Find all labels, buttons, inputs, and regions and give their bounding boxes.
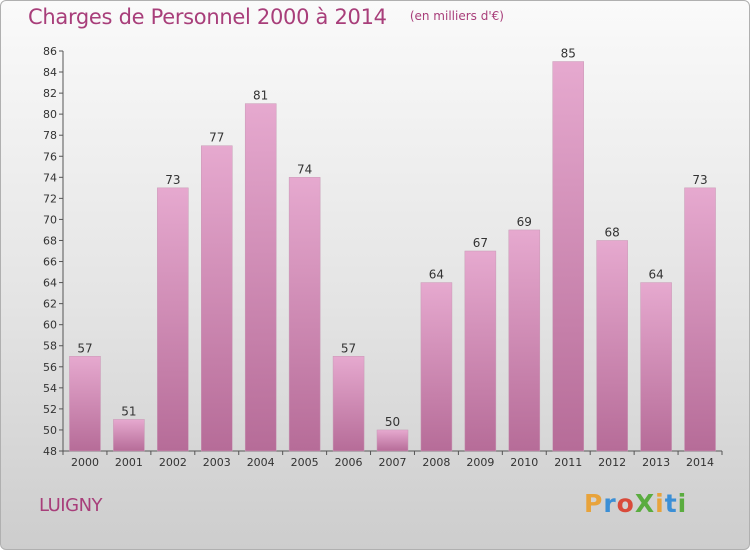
data-label: 73 xyxy=(165,173,180,187)
data-label: 64 xyxy=(648,268,663,282)
x-tick-label: 2010 xyxy=(510,456,538,469)
x-tick-label: 2009 xyxy=(466,456,494,469)
bar xyxy=(69,356,101,452)
brand-logo: ProXiti xyxy=(584,489,687,518)
bar xyxy=(420,282,453,452)
data-label: 57 xyxy=(77,341,92,355)
y-tick-label: 64 xyxy=(43,277,57,290)
bar xyxy=(201,145,233,452)
y-tick-label: 80 xyxy=(43,108,57,121)
x-tick-label: 2004 xyxy=(247,456,275,469)
y-tick-label: 74 xyxy=(43,171,57,184)
brand-letter: i xyxy=(677,489,688,518)
y-tick-label: 56 xyxy=(43,361,57,374)
bar xyxy=(244,103,277,452)
y-tick-label: 48 xyxy=(43,445,57,458)
bar xyxy=(640,282,672,452)
y-tick-label: 54 xyxy=(43,382,57,395)
bar xyxy=(332,356,365,452)
bar xyxy=(684,187,716,452)
bar xyxy=(288,177,321,452)
brand-letter: P xyxy=(584,489,604,518)
bar xyxy=(596,240,628,452)
brand-letter: i xyxy=(655,489,665,518)
y-tick-label: 66 xyxy=(43,256,57,269)
y-tick-label: 52 xyxy=(43,403,57,416)
data-label: 69 xyxy=(517,215,532,229)
brand-letter: X xyxy=(634,489,656,518)
chart-subtitle: (en milliers d'€) xyxy=(409,9,504,23)
data-label: 50 xyxy=(385,415,400,429)
y-tick-label: 50 xyxy=(43,424,57,437)
brand-letter: t xyxy=(664,489,678,518)
y-tick-label: 78 xyxy=(43,129,57,142)
x-tick-label: 2001 xyxy=(115,456,143,469)
bar xyxy=(552,61,584,452)
y-tick-label: 70 xyxy=(43,213,57,226)
x-tick-label: 2014 xyxy=(686,456,714,469)
data-label: 81 xyxy=(253,89,268,103)
data-label: 51 xyxy=(121,404,136,418)
chart-title: Charges de Personnel 2000 à 2014 xyxy=(28,5,387,29)
y-tick-label: 72 xyxy=(43,192,57,205)
commune-name: LUIGNY xyxy=(39,495,103,516)
x-tick-label: 2007 xyxy=(379,456,407,469)
bar xyxy=(113,419,145,452)
y-tick-label: 68 xyxy=(43,234,57,247)
x-tick-label: 2012 xyxy=(598,456,626,469)
data-label: 57 xyxy=(341,341,356,355)
y-tick-label: 76 xyxy=(43,150,57,163)
data-label: 85 xyxy=(561,47,576,61)
x-tick-label: 2008 xyxy=(422,456,450,469)
x-tick-label: 2005 xyxy=(291,456,319,469)
y-tick-label: 86 xyxy=(43,45,57,58)
brand-letter: o xyxy=(616,489,635,518)
y-tick-label: 60 xyxy=(43,319,57,332)
data-label: 64 xyxy=(429,268,444,282)
data-label: 73 xyxy=(692,173,707,187)
y-tick-label: 62 xyxy=(43,298,57,311)
x-tick-label: 2006 xyxy=(335,456,363,469)
data-label: 68 xyxy=(605,225,620,239)
x-tick-label: 2003 xyxy=(203,456,231,469)
brand-letter: r xyxy=(603,489,617,518)
y-tick-label: 84 xyxy=(43,66,57,79)
bar xyxy=(464,250,497,452)
x-tick-label: 2000 xyxy=(71,456,99,469)
title-row: Charges de Personnel 2000 à 2014 (en mil… xyxy=(28,5,504,29)
y-tick-label: 82 xyxy=(43,87,57,100)
data-label: 77 xyxy=(209,131,224,145)
data-label: 74 xyxy=(297,162,312,176)
data-label: 67 xyxy=(473,236,488,250)
x-tick-label: 2002 xyxy=(159,456,187,469)
x-tick-label: 2011 xyxy=(554,456,582,469)
bar xyxy=(376,429,409,452)
bar xyxy=(157,187,189,452)
bar xyxy=(508,229,541,452)
x-tick-label: 2013 xyxy=(642,456,670,469)
y-tick-label: 58 xyxy=(43,340,57,353)
